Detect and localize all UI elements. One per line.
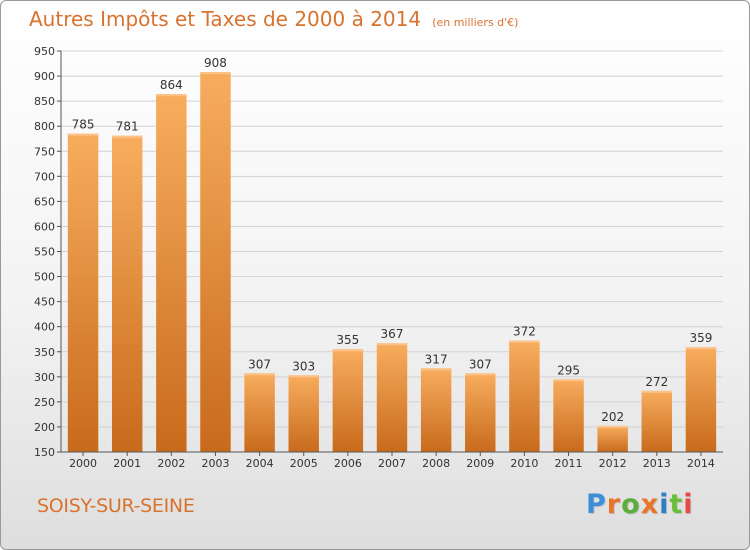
bar-top-highlight xyxy=(465,373,496,376)
chart-title-block: Autres Impôts et Taxes de 2000 à 2014 (e… xyxy=(29,7,518,31)
bar xyxy=(156,94,187,453)
data-label: 317 xyxy=(425,352,448,366)
brand-letter: x xyxy=(640,489,660,520)
y-tick-label: 750 xyxy=(34,145,55,158)
data-label: 303 xyxy=(292,359,315,373)
bar-top-highlight xyxy=(641,390,673,393)
data-label: 307 xyxy=(469,357,492,371)
bar xyxy=(641,390,673,452)
bar xyxy=(420,368,452,452)
bar xyxy=(465,373,496,452)
brand-logo[interactable]: Proxiti xyxy=(586,489,694,520)
data-label: 295 xyxy=(557,363,580,377)
bar-top-highlight xyxy=(685,347,717,350)
bar-top-highlight xyxy=(156,94,187,97)
data-label: 202 xyxy=(601,410,624,424)
data-label: 785 xyxy=(72,118,95,132)
x-tick-label: 2013 xyxy=(643,457,671,470)
bar xyxy=(67,133,99,453)
brand-letter: i xyxy=(659,489,670,520)
x-tick-label: 2010 xyxy=(510,457,538,470)
bar xyxy=(288,375,319,452)
bar-top-highlight xyxy=(244,373,275,376)
y-tick-label: 650 xyxy=(34,195,55,208)
y-tick-label: 700 xyxy=(34,170,55,183)
y-tick-label: 250 xyxy=(34,396,55,409)
bar-top-highlight xyxy=(200,72,231,75)
city-name: SOISY-SUR-SEINE xyxy=(37,495,195,517)
x-tick-label: 2001 xyxy=(113,457,141,470)
x-tick-label: 2004 xyxy=(246,457,274,470)
data-label: 864 xyxy=(160,78,183,92)
data-label: 372 xyxy=(513,325,536,339)
brand-letter: o xyxy=(621,489,641,520)
x-tick-label: 2008 xyxy=(422,457,450,470)
y-tick-label: 200 xyxy=(34,421,55,434)
x-tick-label: 2000 xyxy=(69,457,97,470)
data-label: 355 xyxy=(336,333,359,347)
bar-top-highlight xyxy=(420,368,452,371)
bar xyxy=(553,379,584,452)
brand-letter: i xyxy=(683,489,694,520)
bar xyxy=(597,425,628,452)
bar xyxy=(200,72,231,453)
bar xyxy=(685,347,717,452)
x-tick-label: 2002 xyxy=(157,457,185,470)
bar-top-highlight xyxy=(509,340,540,343)
y-tick-label: 300 xyxy=(34,371,55,384)
y-tick-label: 950 xyxy=(34,45,55,58)
x-tick-label: 2012 xyxy=(599,457,627,470)
data-label: 908 xyxy=(204,56,227,70)
x-tick-label: 2003 xyxy=(201,457,229,470)
y-tick-label: 400 xyxy=(34,321,55,334)
y-tick-label: 850 xyxy=(34,95,55,108)
bar-top-highlight xyxy=(67,133,99,136)
y-tick-label: 600 xyxy=(34,220,55,233)
chart-subtitle: (en milliers d'€) xyxy=(432,16,519,29)
brand-letter: r xyxy=(606,489,622,520)
data-label: 272 xyxy=(645,375,668,389)
bar-top-highlight xyxy=(332,349,364,352)
bar xyxy=(376,343,408,452)
x-tick-label: 2014 xyxy=(687,457,715,470)
bar xyxy=(111,135,143,452)
chart-title: Autres Impôts et Taxes de 2000 à 2014 xyxy=(29,7,422,31)
x-tick-label: 2007 xyxy=(378,457,406,470)
data-label: 307 xyxy=(248,357,271,371)
bar xyxy=(332,349,364,452)
brand-letter: P xyxy=(586,489,607,520)
bar xyxy=(509,340,540,452)
y-tick-label: 550 xyxy=(34,246,55,259)
y-tick-label: 900 xyxy=(34,70,55,83)
bar-top-highlight xyxy=(288,375,319,378)
x-tick-label: 2009 xyxy=(466,457,494,470)
brand-letter: t xyxy=(669,489,684,520)
bar-top-highlight xyxy=(111,135,143,138)
bar-top-highlight xyxy=(597,425,628,428)
y-tick-label: 150 xyxy=(34,446,55,459)
data-label: 367 xyxy=(381,327,404,341)
x-tick-label: 2006 xyxy=(334,457,362,470)
bar-top-highlight xyxy=(553,379,584,382)
data-label: 359 xyxy=(689,331,712,345)
x-tick-label: 2005 xyxy=(290,457,318,470)
y-tick-label: 800 xyxy=(34,120,55,133)
x-tick-label: 2011 xyxy=(555,457,583,470)
data-label: 781 xyxy=(116,120,139,134)
y-tick-label: 500 xyxy=(34,271,55,284)
y-tick-label: 350 xyxy=(34,346,55,359)
y-tick-label: 450 xyxy=(34,296,55,309)
bar xyxy=(244,373,275,452)
bar-top-highlight xyxy=(376,343,408,346)
